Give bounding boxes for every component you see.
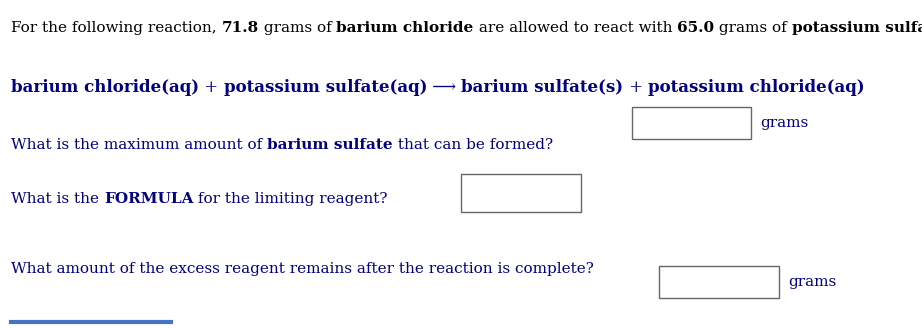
Text: FORMULA: FORMULA (104, 192, 194, 206)
Text: grams of: grams of (715, 21, 792, 35)
Text: 71.8: 71.8 (221, 21, 259, 35)
Text: barium sulfate: barium sulfate (267, 138, 393, 152)
Text: barium chloride: barium chloride (337, 21, 474, 35)
Bar (461, 174, 581, 212)
Text: grams of: grams of (259, 21, 337, 35)
Text: barium sulfate(s): barium sulfate(s) (461, 79, 623, 96)
Bar (632, 107, 751, 139)
Bar (659, 266, 779, 298)
Text: for the limiting reagent?: for the limiting reagent? (194, 192, 388, 206)
Text: potassium sulfate: potassium sulfate (792, 21, 922, 35)
Text: potassium sulfate(aq): potassium sulfate(aq) (223, 79, 427, 96)
Text: What amount of the excess reagent remains after the reaction is complete?: What amount of the excess reagent remain… (11, 262, 594, 277)
Text: that can be formed?: that can be formed? (393, 138, 553, 152)
Text: ⟶: ⟶ (427, 79, 461, 96)
Text: potassium chloride(aq): potassium chloride(aq) (648, 79, 865, 96)
Text: are allowed to react with: are allowed to react with (474, 21, 677, 35)
Text: What is the maximum amount of: What is the maximum amount of (11, 138, 267, 152)
Text: For the following reaction,: For the following reaction, (11, 21, 221, 35)
Text: +: + (199, 79, 223, 96)
Text: barium chloride(aq): barium chloride(aq) (11, 79, 199, 96)
Text: grams: grams (761, 116, 809, 130)
Text: What is the: What is the (11, 192, 104, 206)
Text: +: + (623, 79, 648, 96)
Text: 65.0: 65.0 (677, 21, 715, 35)
Text: grams: grams (788, 275, 836, 289)
